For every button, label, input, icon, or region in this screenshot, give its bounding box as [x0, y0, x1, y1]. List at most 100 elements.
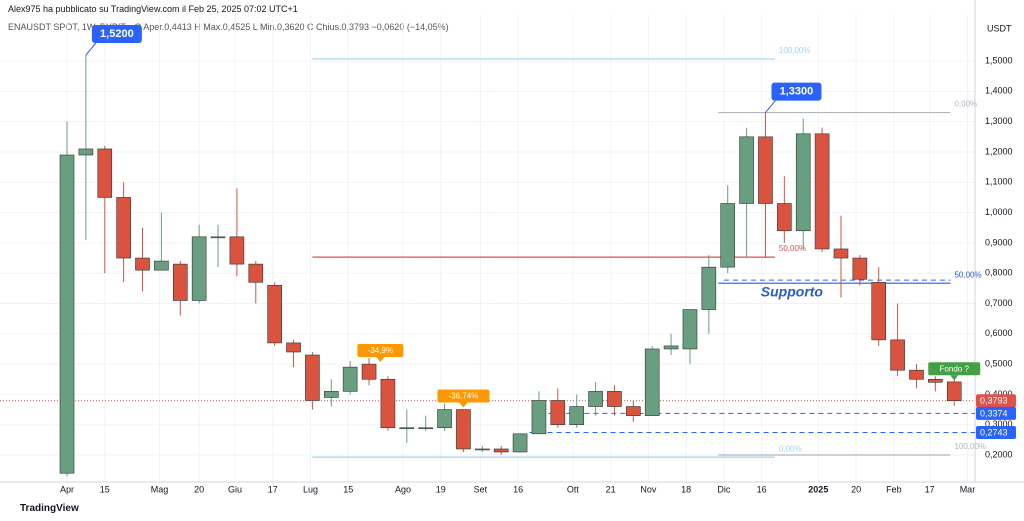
x-tick-label: Lug [303, 484, 318, 494]
callout-pointer [950, 375, 959, 381]
candle-body [795, 133, 811, 232]
candle-body [456, 409, 471, 450]
x-tick-label: Set [474, 484, 488, 494]
x-tick-label: 15 [343, 484, 353, 494]
candle-body [191, 236, 207, 301]
candle-body [286, 342, 301, 353]
candle-body [380, 378, 396, 429]
callout-pointer [376, 357, 385, 363]
candle-body [154, 260, 169, 271]
x-tick-label: Mag [151, 484, 169, 494]
publisher: Alex975 ha pubblicato su TradingView.com… [8, 4, 298, 14]
candle-body [833, 248, 849, 259]
candle-body [229, 236, 245, 265]
candle-body [172, 263, 188, 301]
callout-box [357, 344, 404, 358]
y-tick-label: 0,3000 [985, 419, 1013, 429]
x-tick-label: 20 [194, 484, 204, 494]
y-tick-label: 0,4000 [985, 389, 1013, 399]
y-tick-label: 1,2000 [985, 146, 1013, 156]
candle-body [267, 285, 282, 344]
candle-body [305, 354, 320, 401]
annotation: Supporto [761, 284, 824, 300]
price-tag-label: 0,3793 [980, 396, 1008, 406]
y-tick-label: 0,2000 [985, 449, 1013, 459]
x-tick-label: Ago [395, 484, 411, 494]
y-tick-label: 1,3000 [985, 116, 1013, 126]
candle-body [59, 154, 75, 474]
candle-body [342, 366, 358, 392]
x-tick-label: Ott [567, 484, 580, 494]
callout-label: 1,3300 [780, 85, 814, 97]
x-tick-label: Mar [960, 484, 976, 494]
y-tick-label: 1,1000 [985, 177, 1013, 187]
candle-body [871, 281, 887, 341]
fib-label: 50,00% [954, 270, 981, 279]
candle-body [78, 148, 94, 156]
y-tick-label: 0,8000 [985, 268, 1013, 278]
candle-body [210, 236, 226, 239]
fib-label: 0,00% [779, 444, 802, 453]
price-tag [976, 406, 1016, 420]
candle-body [701, 266, 717, 310]
x-tick-label: Nov [640, 484, 657, 494]
candle-body [682, 309, 698, 350]
price-tag [976, 394, 1016, 408]
candle-body [135, 257, 150, 271]
y-tick-label: 0,5000 [985, 358, 1013, 368]
x-tick-label: Giu [228, 484, 242, 494]
callout-pointer [765, 100, 776, 113]
candle-body [607, 391, 622, 407]
brand: TradingView [20, 503, 79, 514]
x-tick-label: 18 [681, 484, 691, 494]
x-tick-label: 19 [436, 484, 446, 494]
candle-body [361, 363, 377, 380]
candle-body [588, 391, 603, 407]
candle-body [569, 406, 584, 426]
candle-body [852, 257, 868, 280]
x-tick-label: 15 [100, 484, 110, 494]
candle-body [399, 427, 415, 430]
candle-body [323, 391, 339, 398]
ohlc-legend: O Aper.0,4413 H Max.0,4525 L Min.0,3620 … [134, 22, 449, 32]
candle-body [97, 148, 113, 198]
callout-label: -36,74% [449, 392, 479, 401]
candle-body [814, 133, 830, 250]
candle-body [248, 263, 264, 283]
y-unit: USDT [987, 23, 1012, 33]
candle-body [531, 400, 547, 435]
candle-body [758, 136, 773, 204]
candle-body [512, 433, 528, 453]
candle-body [739, 136, 754, 204]
fib-label: 100,00% [954, 442, 986, 451]
candle-body [720, 203, 736, 268]
candle-body [909, 369, 924, 380]
x-tick-label: 20 [851, 484, 861, 494]
x-tick-label: Apr [60, 484, 74, 494]
callout-box [437, 389, 490, 403]
x-tick-label: Dic [717, 484, 730, 494]
callout-box [91, 25, 142, 44]
callout-box [771, 82, 822, 101]
callout-label: Fondo ? [940, 364, 970, 373]
callout-box [928, 362, 981, 376]
fib-label: 100,00% [779, 46, 811, 55]
y-tick-label: 0,9000 [985, 237, 1013, 247]
candle-body [946, 381, 962, 401]
price-tag [976, 426, 1016, 440]
x-tick-label: 16 [757, 484, 767, 494]
price-tag-label: 0,3374 [980, 408, 1008, 418]
y-tick-label: 0,6000 [985, 328, 1013, 338]
candle-body [116, 197, 131, 259]
candle-body [644, 348, 660, 416]
candle-body [475, 448, 490, 451]
price-tag-label: 0,2743 [980, 427, 1008, 437]
callout-pointer [459, 402, 468, 408]
y-tick-label: 1,0000 [985, 207, 1013, 217]
x-tick-label: 2025 [808, 484, 828, 494]
callout-label: -34,9% [368, 346, 393, 355]
callout-label: 1,5200 [100, 28, 134, 40]
x-tick-label: 21 [606, 484, 616, 494]
